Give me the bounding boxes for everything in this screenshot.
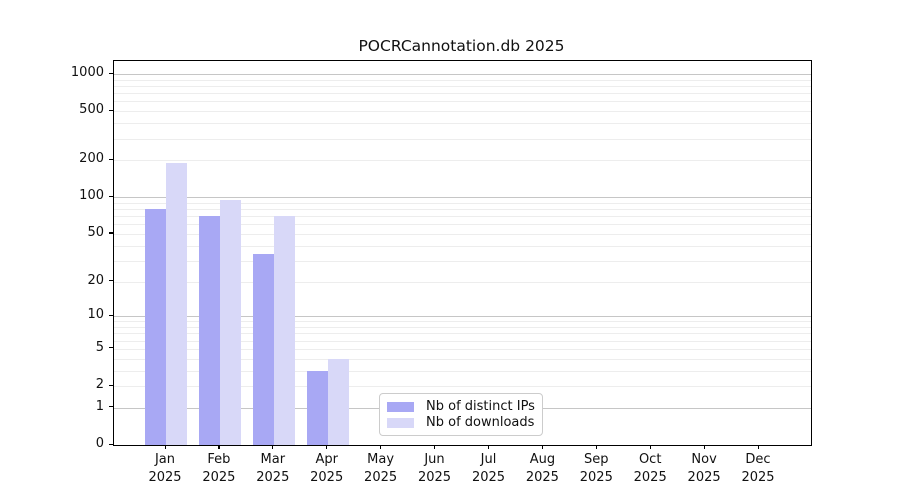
minor-gridline xyxy=(114,358,811,360)
minor-gridline xyxy=(114,348,811,350)
plot-area xyxy=(113,60,812,446)
bar-mar-distinct-ips xyxy=(252,254,274,445)
bar-jan-downloads xyxy=(166,163,187,445)
y-tick-mark xyxy=(109,314,113,316)
legend: Nb of distinct IPs Nb of downloads xyxy=(379,393,543,436)
minor-gridline xyxy=(114,101,811,103)
minor-gridline xyxy=(114,386,811,387)
minor-gridline xyxy=(114,281,811,283)
minor-gridline xyxy=(114,370,811,372)
minor-gridline xyxy=(114,86,811,87)
legend-label-downloads: Nb of downloads xyxy=(426,415,535,430)
y-tick-mark xyxy=(109,158,113,160)
y-tick-label: 5 xyxy=(95,339,104,355)
x-tick-label-apr: Apr 2025 xyxy=(310,452,344,485)
y-tick-label: 1000 xyxy=(70,65,104,80)
y-tick-mark xyxy=(109,195,113,197)
x-tick-mark xyxy=(272,445,274,449)
y-tick-label: 50 xyxy=(87,224,104,240)
y-tick-label: 500 xyxy=(79,102,104,118)
x-tick-label-nov: Nov 2025 xyxy=(687,452,721,485)
x-tick-mark xyxy=(649,445,651,449)
legend-swatch-downloads xyxy=(387,417,414,428)
minor-gridline xyxy=(114,233,811,235)
minor-gridline xyxy=(114,202,811,204)
x-tick-label-may: May 2025 xyxy=(364,452,398,485)
x-tick-label-feb: Feb 2025 xyxy=(202,452,236,485)
x-tick-label-oct: Oct 2025 xyxy=(633,452,667,485)
minor-gridline xyxy=(114,321,811,323)
x-tick-label-jan: Jan 2025 xyxy=(148,452,182,485)
bar-apr-downloads xyxy=(327,358,349,445)
x-tick-mark xyxy=(488,445,490,449)
x-tick-mark xyxy=(380,445,382,449)
x-tick-label-jun: Jun 2025 xyxy=(417,452,452,485)
x-tick-label-jul: Jul 2025 xyxy=(471,452,506,485)
legend-item-downloads: Nb of downloads xyxy=(387,415,534,430)
minor-gridline xyxy=(114,93,811,95)
bar-feb-distinct-ips xyxy=(198,216,220,445)
x-tick-mark xyxy=(703,445,705,449)
minor-gridline xyxy=(114,224,811,226)
y-tick-mark xyxy=(109,347,113,349)
y-tick-mark xyxy=(109,406,113,408)
y-tick-label: 2 xyxy=(95,377,104,392)
bar-apr-distinct-ips xyxy=(306,370,328,445)
minor-gridline xyxy=(114,111,811,113)
legend-item-distinct-ips: Nb of distinct IPs xyxy=(387,399,535,414)
x-tick-mark xyxy=(218,445,220,449)
minor-gridline xyxy=(114,138,811,140)
minor-gridline xyxy=(114,327,811,328)
chart-title: POCRCannotation.db 2025 xyxy=(358,37,565,55)
major-gridline xyxy=(114,74,811,75)
minor-gridline xyxy=(114,123,811,125)
y-tick-mark xyxy=(109,109,113,111)
legend-label-distinct-ips: Nb of distinct IPs xyxy=(426,399,535,414)
minor-gridline xyxy=(114,209,811,210)
minor-gridline xyxy=(114,333,811,335)
y-tick-mark xyxy=(109,384,113,386)
y-tick-label: 10 xyxy=(87,307,104,323)
bar-feb-downloads xyxy=(219,199,241,445)
y-tick-label: 1 xyxy=(95,398,104,414)
x-tick-mark xyxy=(541,445,544,449)
x-tick-mark xyxy=(434,445,436,449)
x-tick-mark xyxy=(757,445,759,449)
x-tick-mark xyxy=(595,445,597,449)
minor-gridline xyxy=(114,245,811,247)
legend-swatch-distinct-ips xyxy=(387,401,414,412)
minor-gridline xyxy=(114,216,811,218)
x-tick-mark xyxy=(164,445,166,449)
x-tick-label-sep: Sep 2025 xyxy=(579,452,613,485)
x-tick-label-mar: Mar 2025 xyxy=(256,452,290,485)
y-tick-label: 100 xyxy=(79,188,104,204)
x-tick-mark xyxy=(326,445,328,449)
bar-mar-downloads xyxy=(273,216,295,445)
y-tick-mark xyxy=(109,232,113,234)
minor-gridline xyxy=(114,79,811,81)
y-tick-label: 20 xyxy=(87,272,104,288)
major-gridline xyxy=(114,197,811,199)
x-tick-label-dec: Dec 2025 xyxy=(741,452,775,485)
major-gridline xyxy=(114,316,811,318)
x-tick-label-aug: Aug 2025 xyxy=(525,452,559,485)
y-tick-mark xyxy=(109,443,113,445)
y-tick-label: 200 xyxy=(79,151,104,167)
minor-gridline xyxy=(114,160,811,162)
bar-jan-distinct-ips xyxy=(145,209,166,445)
minor-gridline xyxy=(114,340,811,342)
y-tick-label: 0 xyxy=(95,436,104,451)
minor-gridline xyxy=(114,260,811,262)
y-tick-mark xyxy=(109,280,113,282)
y-tick-mark xyxy=(109,72,113,74)
